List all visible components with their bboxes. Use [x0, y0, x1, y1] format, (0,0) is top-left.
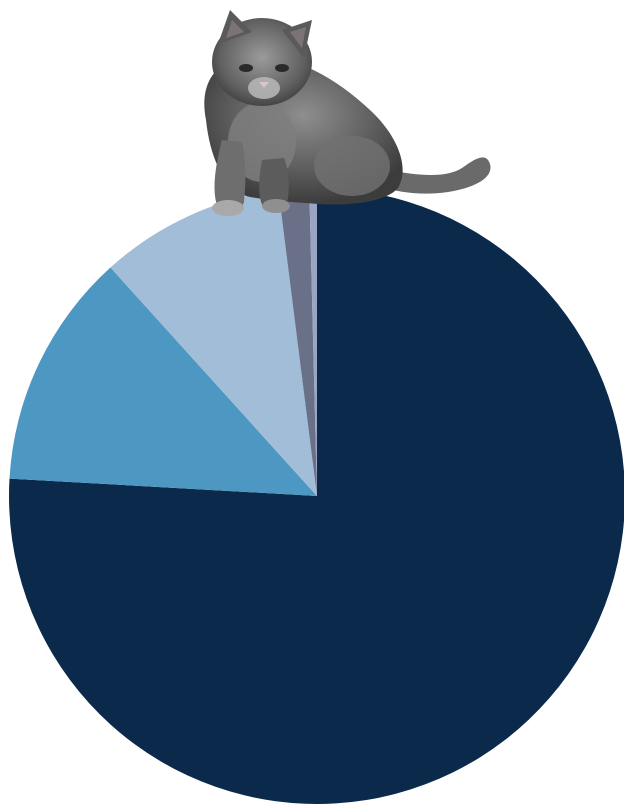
cat-eye-right: [275, 64, 289, 72]
cat-illustration: [204, 10, 491, 216]
cat-leg-front-left: [214, 140, 246, 213]
cat-haunch: [314, 136, 390, 196]
cat-eye-left: [239, 64, 253, 72]
cat-nose: [259, 82, 269, 88]
cat-leg-front-right: [259, 158, 289, 210]
pie-slice-3: [110, 190, 318, 496]
cat-tail: [378, 157, 491, 194]
pie-slices: [9, 188, 624, 804]
pie-slice-4: [278, 188, 317, 496]
pie-slice-5: [309, 188, 317, 496]
cat-head: [212, 18, 312, 106]
pie-slice-1: [9, 188, 624, 804]
pie-slice-2: [9, 267, 318, 496]
